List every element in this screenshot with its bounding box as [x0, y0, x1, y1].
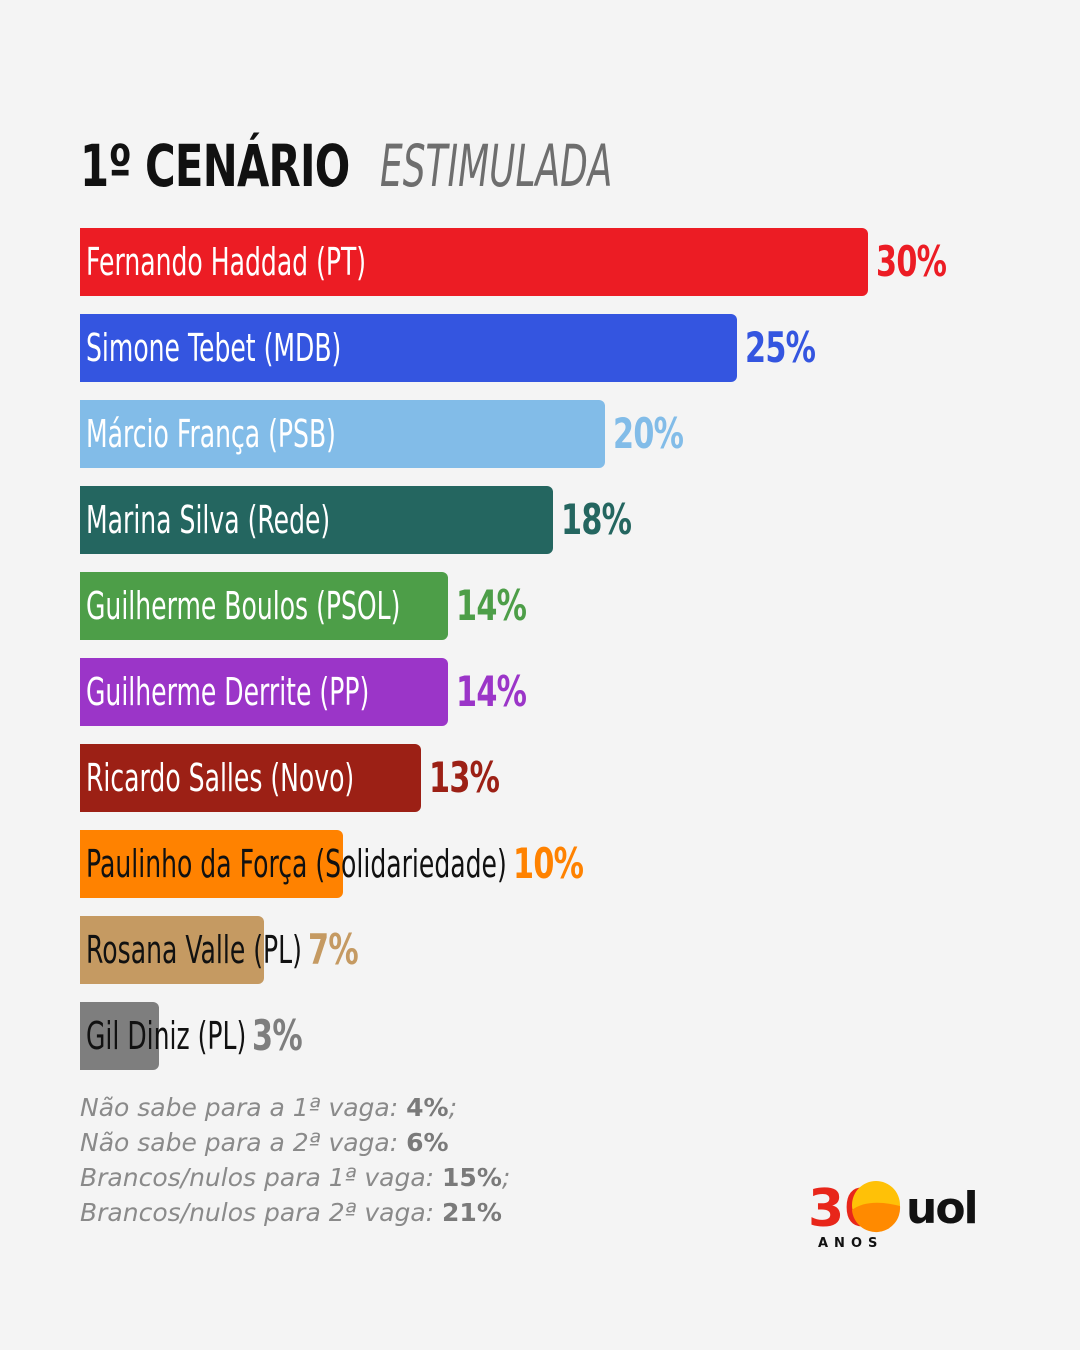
- footnotes: Não sabe para a 1ª vaga: 4%; Não sabe par…: [80, 1090, 510, 1230]
- bar: [80, 658, 448, 726]
- footnote-line: Brancos/nulos para 2ª vaga: 21%: [80, 1195, 510, 1230]
- bar: [80, 314, 737, 382]
- footnote-value: 15%: [442, 1163, 502, 1192]
- title-main: 1º CENÁRIO: [80, 132, 350, 200]
- bar: [80, 572, 448, 640]
- chart-title: 1º CENÁRIO ESTIMULADA: [80, 126, 612, 206]
- footnote-line: Não sabe para a 1ª vaga: 4%;: [80, 1090, 510, 1125]
- bar: [80, 916, 264, 984]
- bar: [80, 486, 553, 554]
- logo-sun-shadow: [852, 1202, 901, 1233]
- logo-brand: uol: [906, 1183, 977, 1234]
- bar-value-label: 20%: [613, 409, 684, 458]
- bar-label: Marina Silva (Rede): [86, 498, 331, 542]
- bar-value-label: 18%: [560, 495, 632, 544]
- footnote-text: Brancos/nulos para 1ª vaga:: [80, 1163, 443, 1192]
- bar-label: Guilherme Derrite (PP): [86, 670, 370, 714]
- bar-value-label: 3%: [252, 1011, 303, 1060]
- bar: [80, 228, 868, 296]
- footnote-value: 21%: [442, 1198, 502, 1227]
- footnote-value: 4%: [406, 1093, 449, 1122]
- bar-value-label: 13%: [429, 753, 500, 802]
- bar-label: Gil Diniz (PL): [86, 1014, 247, 1058]
- bar: [80, 1002, 159, 1070]
- bar-label: Ricardo Salles (Novo): [86, 756, 355, 800]
- footnote-text: Não sabe para a 2ª vaga:: [80, 1128, 407, 1157]
- bar-value-label: 30%: [876, 237, 947, 286]
- footnote-text: Brancos/nulos para 2ª vaga:: [80, 1198, 443, 1227]
- bar-value-label: 7%: [307, 925, 359, 974]
- bar: [80, 830, 343, 898]
- footnote-line: Não sabe para a 2ª vaga: 6%: [80, 1125, 510, 1160]
- footnote-text: Não sabe para a 1ª vaga:: [80, 1093, 407, 1122]
- logo-graphic: 30 uol: [808, 1179, 979, 1239]
- bar-value-label: 14%: [455, 581, 527, 630]
- bar: [80, 400, 606, 468]
- bar-label: Márcio França (PSB): [86, 412, 336, 456]
- bar-label: Fernando Haddad (PT): [86, 240, 367, 284]
- uol-30-anos-logo: 30 uol ANOS: [808, 1178, 1003, 1258]
- bar-label: Rosana Valle (PL): [86, 928, 302, 972]
- bar-label: Paulinho da Força (Solidariedade): [86, 842, 507, 886]
- logo-tagline: ANOS: [818, 1236, 884, 1251]
- bar-value-label: 25%: [744, 323, 816, 372]
- footnote-suffix: ;: [448, 1093, 458, 1122]
- bar-value-label: 14%: [455, 667, 527, 716]
- footnote-line: Brancos/nulos para 1ª vaga: 15%;: [80, 1160, 510, 1195]
- bar-label: Guilherme Boulos (PSOL): [86, 584, 401, 628]
- title-subtitle: ESTIMULADA: [380, 132, 613, 200]
- bar-value-label: 10%: [512, 839, 584, 888]
- footnote-value: 6%: [406, 1128, 449, 1157]
- footnote-suffix: ;: [501, 1163, 511, 1192]
- bar-label: Simone Tebet (MDB): [86, 326, 342, 370]
- bar: [80, 744, 422, 812]
